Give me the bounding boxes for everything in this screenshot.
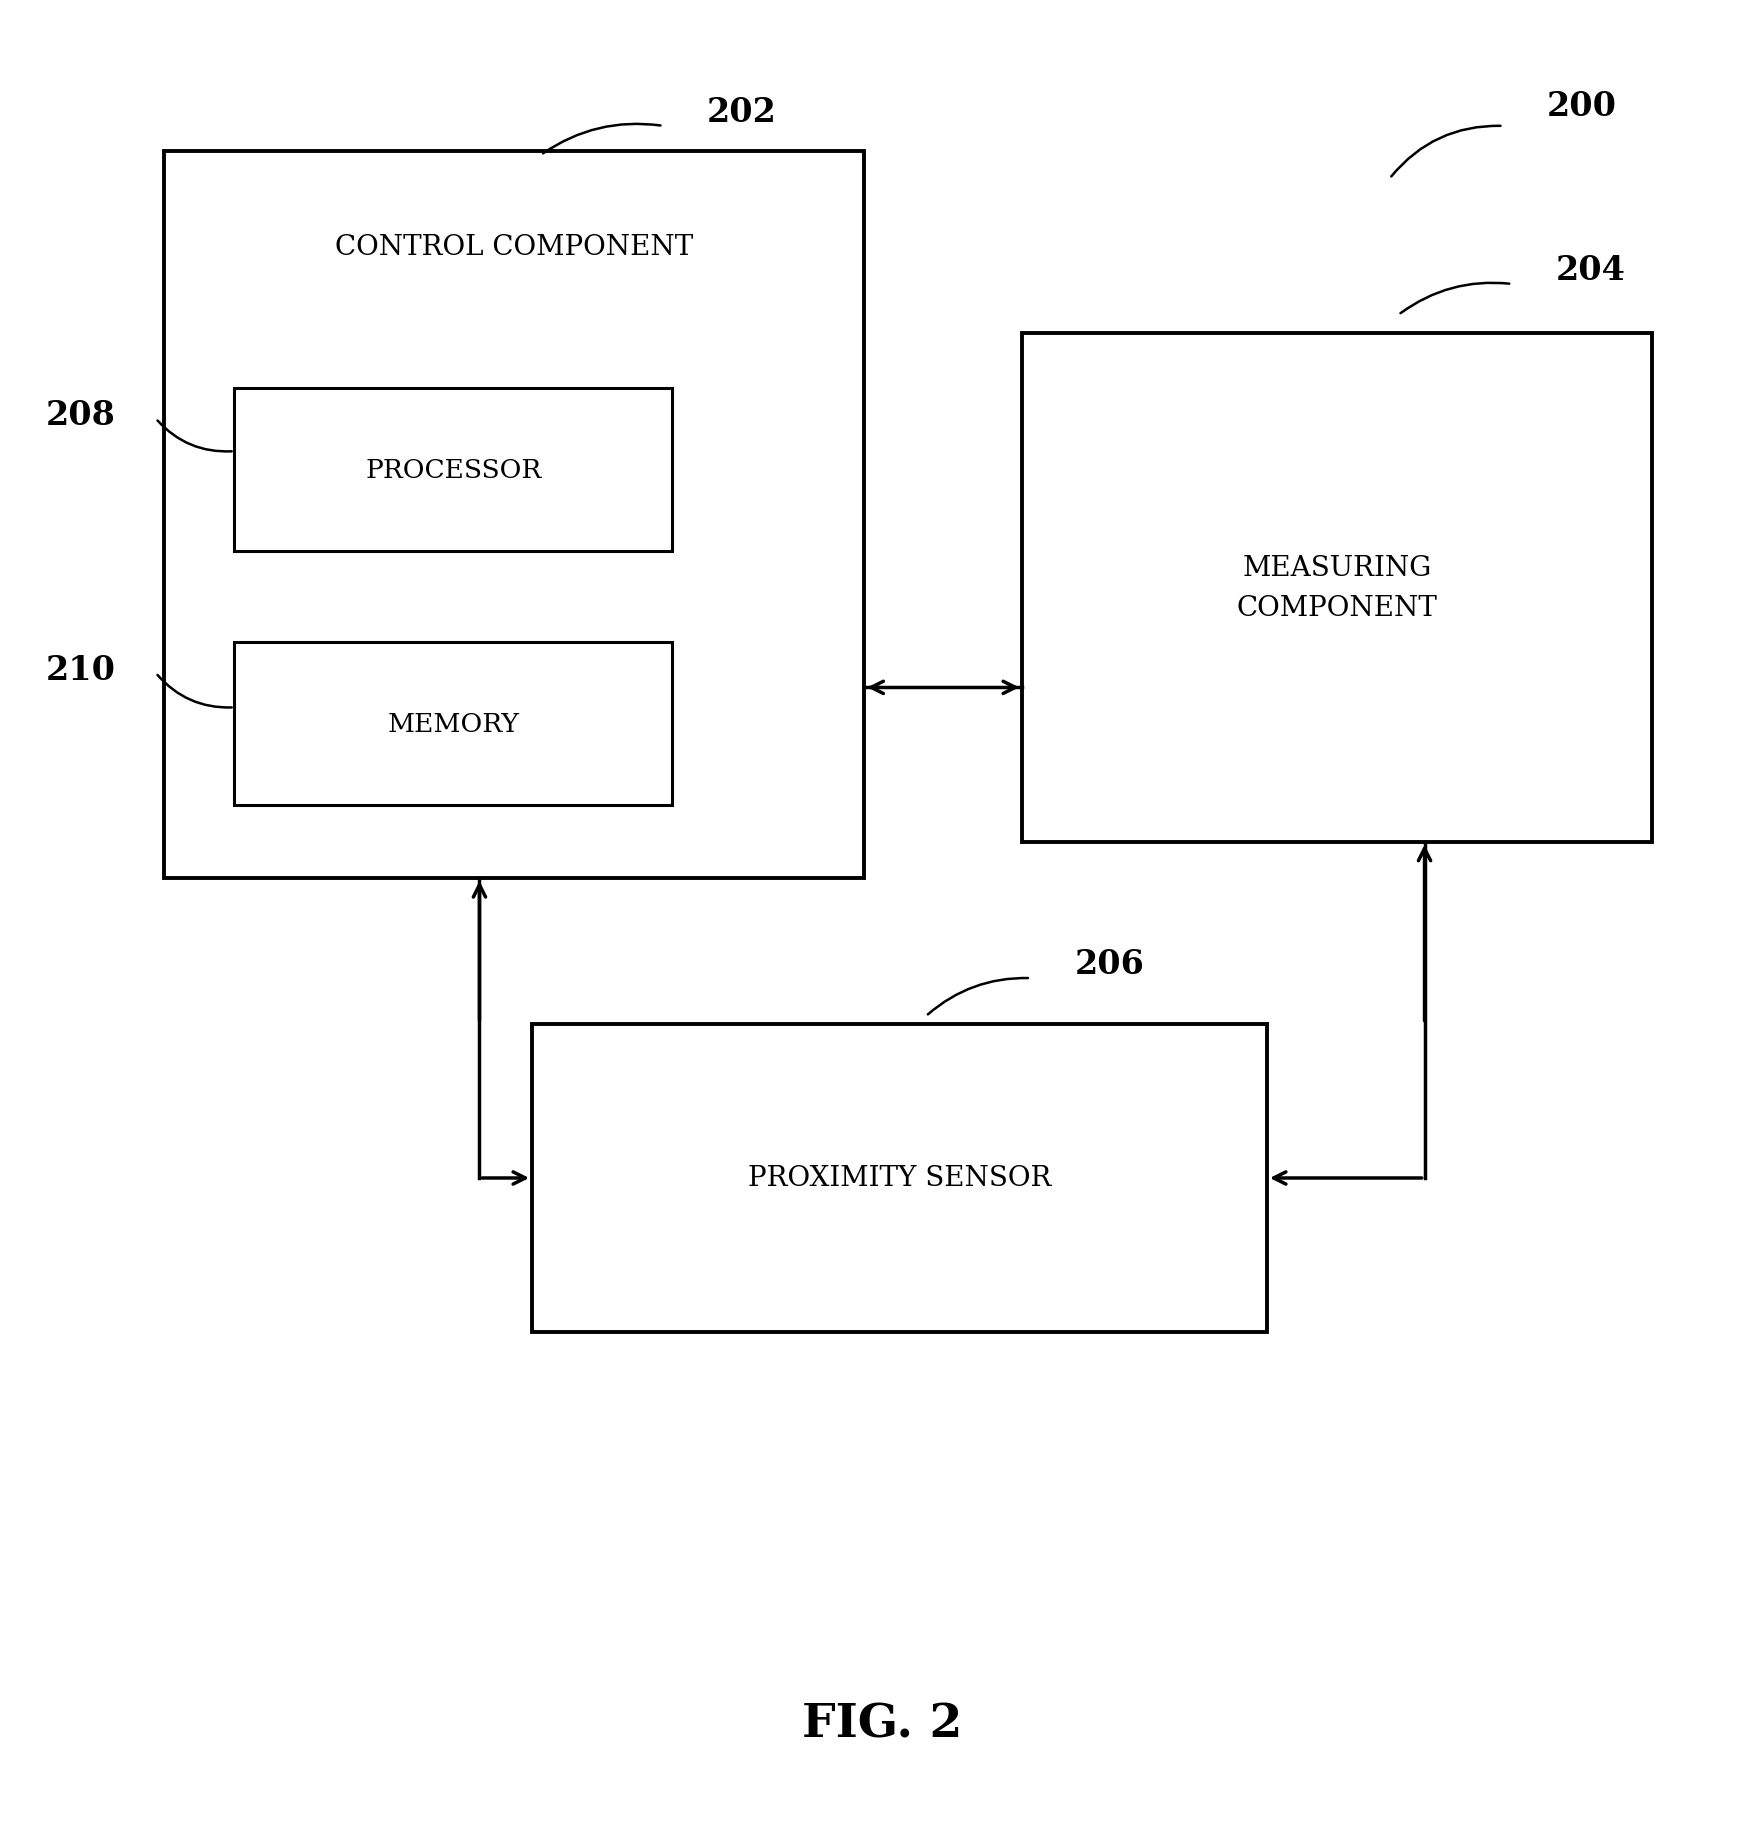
Text: 210: 210 bbox=[46, 653, 115, 686]
Text: 204: 204 bbox=[1556, 254, 1626, 287]
Bar bbox=[235, 642, 672, 805]
Text: 206: 206 bbox=[1074, 948, 1145, 981]
Text: 208: 208 bbox=[46, 399, 115, 432]
Bar bbox=[533, 1025, 1267, 1332]
Bar bbox=[1021, 333, 1653, 842]
Text: 200: 200 bbox=[1547, 90, 1618, 123]
Text: 202: 202 bbox=[707, 95, 776, 128]
Bar bbox=[164, 152, 864, 878]
Text: CONTROL COMPONENT: CONTROL COMPONENT bbox=[335, 234, 693, 262]
Bar bbox=[235, 388, 672, 553]
Text: MEASURING
COMPONENT: MEASURING COMPONENT bbox=[1237, 554, 1438, 622]
Text: PROCESSOR: PROCESSOR bbox=[365, 458, 542, 483]
Text: FIG. 2: FIG. 2 bbox=[803, 1700, 961, 1746]
Text: PROXIMITY SENSOR: PROXIMITY SENSOR bbox=[748, 1166, 1051, 1191]
Text: MEMORY: MEMORY bbox=[388, 712, 519, 737]
